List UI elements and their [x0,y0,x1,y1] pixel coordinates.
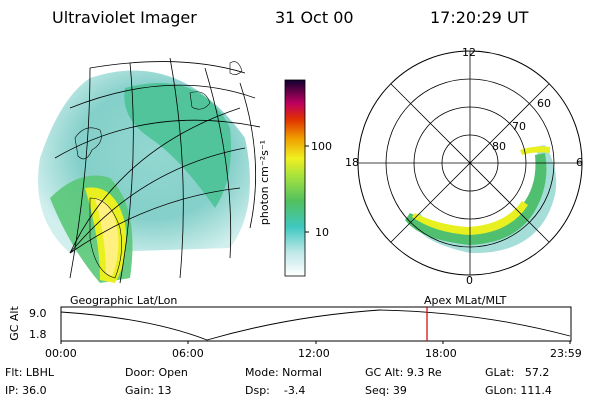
timeline-xtick-1200: 12:00 [298,347,330,360]
timeline-xtick-1800: 18:00 [425,347,457,360]
info-dsp: Dsp: -3.4 [245,384,306,397]
info-ip: IP: 36.0 [5,384,47,397]
lat-label-60: 60 [537,97,551,110]
info-glon: GLon: 111.4 [485,384,552,397]
colorbar-tick-100: 100 [311,140,332,153]
timeline-ytick-max: 9.0 [29,307,47,320]
polar-plot [357,50,583,276]
mlt-label-18: 18 [345,156,359,169]
info-glat: GLat: 57.2 [485,366,550,379]
timeline-xtick-0600: 06:00 [172,347,204,360]
mlt-label-6: 6 [576,156,583,169]
colorbar-tick-10: 10 [315,226,329,239]
timeline-right-title: Apex MLat/MLT [424,294,507,307]
timeline-plot [60,306,572,344]
geographic-image [38,57,260,284]
colorbar [284,79,309,277]
instrument-title: Ultraviolet Imager [52,8,197,27]
info-flt: Flt: LBHL [5,366,54,379]
timeline-left-title: Geographic Lat/Lon [70,294,178,307]
mlt-label-0: 0 [466,274,473,287]
info-gain: Gain: 13 [125,384,172,397]
info-seq: Seq: 39 [365,384,407,397]
timeline-ytick-min: 1.8 [29,328,47,341]
time-label: 17:20:29 UT [430,8,529,27]
date-label: 31 Oct 00 [275,8,354,27]
info-gc-alt: GC Alt: 9.3 Re [365,366,442,379]
timeline-axis-label: GC Alt [7,306,21,341]
mlt-label-12: 12 [462,46,476,59]
timeline-xtick-0000: 00:00 [45,347,77,360]
info-door: Door: Open [125,366,188,379]
timeline-xtick-2359: 23:59 [550,347,582,360]
lat-label-80: 80 [492,140,506,153]
info-mode: Mode: Normal [245,366,322,379]
colorbar-unit-label: photon cm⁻²s⁻¹ [258,139,272,226]
lat-label-70: 70 [512,120,526,133]
